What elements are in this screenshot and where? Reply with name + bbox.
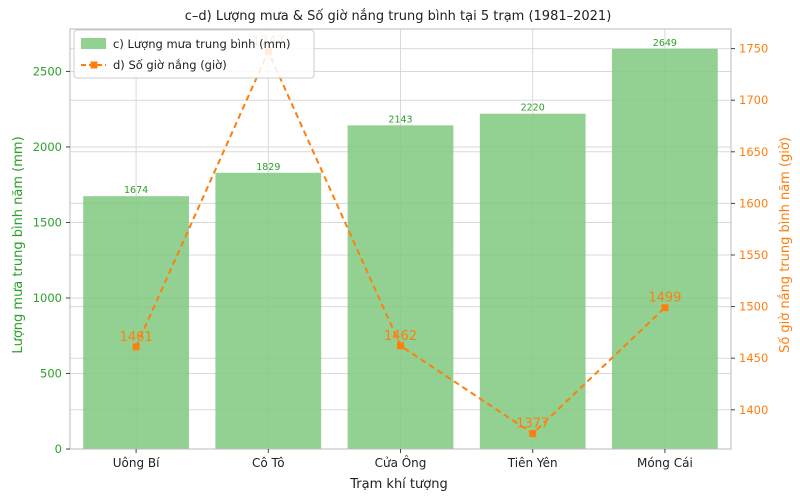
x-tick-label: Cô Tô xyxy=(252,456,285,470)
bar-data-label: 1674 xyxy=(124,185,148,196)
y-tick-label-right: 1750 xyxy=(739,42,768,56)
y-tick-label-left: 1500 xyxy=(33,215,62,229)
y-axis-label-left: Lượng mưa trung bình năm (mm) xyxy=(11,136,26,353)
legend-box xyxy=(73,29,315,79)
y-tick-label-right: 1450 xyxy=(739,351,768,365)
bar-series: 1674 1829 2143 2220 2649 xyxy=(83,38,718,450)
bar-data-label: 2649 xyxy=(653,38,677,49)
y-tick-label-right: 1500 xyxy=(739,300,768,314)
y-tick-label-left: 500 xyxy=(40,366,62,380)
sunshine-point xyxy=(132,343,140,351)
legend-line-label: d) Số giờ nắng (giờ) xyxy=(113,58,227,72)
line-data-label: 1377 xyxy=(516,417,549,432)
x-tick-label: Móng Cái xyxy=(637,456,693,470)
y-tick-label-right: 1700 xyxy=(739,93,768,107)
x-tick-label: Uông Bí xyxy=(113,456,160,470)
legend-line-marker xyxy=(90,61,98,69)
sunshine-point xyxy=(397,342,404,350)
sunshine-point xyxy=(529,430,537,438)
bar xyxy=(612,48,718,450)
x-axis-label: Trạm khí tượng xyxy=(349,477,447,492)
chart-title: c–d) Lượng mưa & Số giờ nắng trung bình … xyxy=(185,9,612,24)
sunshine-point xyxy=(661,304,669,312)
y-tick-label-right: 1550 xyxy=(739,248,768,262)
line-data-label: 1499 xyxy=(648,291,681,306)
bar-data-label: 2143 xyxy=(388,114,412,125)
bar-data-label: 1829 xyxy=(256,162,280,173)
line-data-label: 1462 xyxy=(384,329,417,344)
bar xyxy=(83,196,189,449)
y-tick-label-right: 1400 xyxy=(739,403,768,417)
y-axis-label-right: Số giờ nắng trung bình năm (giờ) xyxy=(778,137,793,353)
y-tick-label-right: 1650 xyxy=(739,145,768,159)
legend-bar-label: c) Lượng mưa trung bình (mm) xyxy=(113,37,291,51)
bar-data-label: 2220 xyxy=(521,103,545,114)
x-tick-label: Cửa Ông xyxy=(375,455,427,470)
y-tick-label-left: 2000 xyxy=(33,140,62,154)
bar xyxy=(347,125,454,450)
y-tick-label-left: 2500 xyxy=(33,64,62,78)
axes: 0 500 1000 1500 2000 2500 1400 1450 1500 1550 1600… xyxy=(33,28,768,470)
x-tick-label: Tiên Yên xyxy=(507,456,558,470)
legend-bar-swatch xyxy=(81,38,106,49)
y-tick-label-left: 0 xyxy=(55,442,62,456)
y-tick-label-right: 1600 xyxy=(739,196,768,210)
line-data-label: 1461 xyxy=(120,330,153,345)
legend: c) Lượng mưa trung bình (mm) d) Số giờ n… xyxy=(73,29,315,79)
bar xyxy=(479,113,586,450)
bar xyxy=(215,172,322,449)
y-tick-label-left: 1000 xyxy=(33,291,62,305)
